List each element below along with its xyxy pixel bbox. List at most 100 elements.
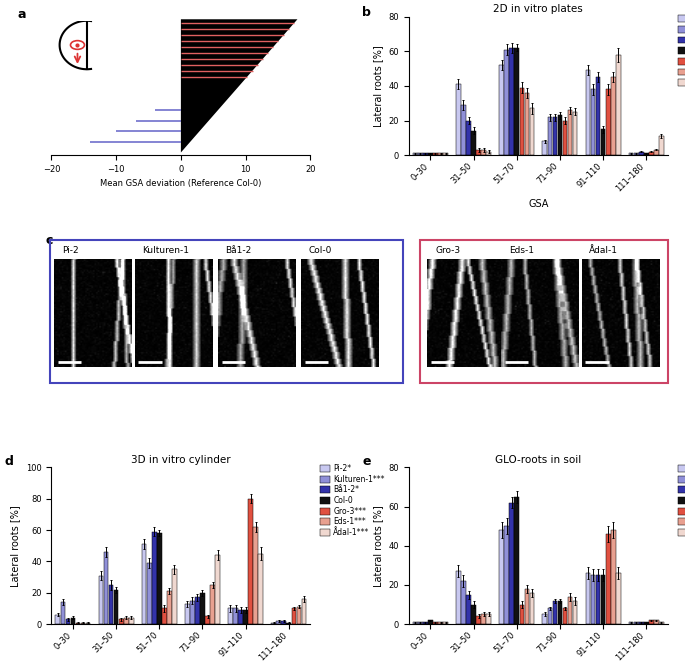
Bar — [60, 602, 65, 624]
Title: GLO-roots in soil: GLO-roots in soil — [495, 455, 582, 465]
Bar — [228, 608, 233, 624]
Text: Bå1-2: Bå1-2 — [225, 246, 252, 255]
Bar — [471, 604, 476, 624]
Title: 2D in vitro plates: 2D in vitro plates — [493, 5, 583, 15]
Text: a: a — [18, 8, 26, 21]
Bar — [433, 622, 438, 624]
Bar — [573, 601, 577, 624]
Bar — [215, 555, 220, 624]
Bar — [103, 552, 108, 624]
Bar — [553, 117, 557, 155]
Title: 3D in vitro cylinder: 3D in vitro cylinder — [131, 455, 231, 465]
Bar — [482, 150, 486, 155]
Bar — [519, 88, 524, 155]
Bar — [423, 622, 427, 624]
Bar — [55, 615, 60, 624]
Bar — [114, 590, 119, 624]
Bar — [649, 620, 653, 624]
Bar — [109, 585, 114, 624]
Bar — [81, 623, 86, 624]
Bar — [258, 554, 263, 624]
Bar — [547, 117, 552, 155]
Bar — [456, 571, 461, 624]
Bar — [172, 569, 177, 624]
Bar — [185, 604, 190, 624]
Bar — [525, 93, 530, 155]
Bar — [601, 575, 606, 624]
Legend: Pi-2*, Kulturen-1*, Bå1-2*, Col-0, Gro-3***, Eds-1***, Ådal-1***: Pi-2*, Kulturen-1*, Bå1-2*, Col-0, Gro-3… — [677, 13, 685, 88]
Bar — [438, 153, 443, 155]
Bar — [438, 622, 443, 624]
Bar — [461, 581, 466, 624]
X-axis label: Mean GSA deviation (Reference Col-0): Mean GSA deviation (Reference Col-0) — [100, 179, 262, 189]
Bar — [238, 610, 243, 624]
Text: c: c — [45, 234, 53, 246]
Bar — [157, 533, 162, 624]
Bar — [271, 623, 276, 624]
Bar — [616, 54, 621, 155]
Bar — [119, 620, 123, 624]
Bar — [167, 591, 172, 624]
Y-axis label: Lateral roots [%]: Lateral roots [%] — [373, 505, 383, 586]
Bar — [456, 84, 461, 155]
Bar — [586, 573, 590, 624]
Bar — [649, 151, 653, 155]
Bar — [596, 77, 600, 155]
Bar — [634, 153, 638, 155]
Bar — [162, 608, 166, 624]
Bar — [292, 608, 296, 624]
Bar — [190, 601, 195, 624]
Bar — [586, 70, 590, 155]
Bar — [659, 622, 664, 624]
Y-axis label: Lateral roots [%]: Lateral roots [%] — [373, 45, 383, 127]
Text: Gro-3: Gro-3 — [435, 246, 460, 255]
Bar — [530, 108, 534, 155]
Text: Eds-1: Eds-1 — [509, 246, 534, 255]
Bar — [590, 575, 595, 624]
Bar — [530, 593, 534, 624]
Bar — [606, 90, 610, 155]
Bar — [568, 597, 573, 624]
Bar — [654, 150, 659, 155]
Bar — [504, 526, 509, 624]
Bar — [659, 136, 664, 155]
Bar — [606, 534, 610, 624]
Bar — [147, 563, 151, 624]
Bar — [71, 618, 75, 624]
Bar — [86, 623, 90, 624]
Bar — [428, 153, 433, 155]
Bar — [639, 622, 644, 624]
Bar — [499, 530, 504, 624]
Bar — [471, 131, 476, 155]
Bar — [249, 499, 253, 624]
Bar — [124, 618, 129, 624]
Text: Kulturen-1: Kulturen-1 — [142, 246, 189, 255]
Bar — [514, 48, 519, 155]
Text: d: d — [5, 455, 14, 467]
Bar — [413, 622, 418, 624]
Text: b: b — [362, 5, 371, 19]
Bar — [634, 622, 638, 624]
Bar — [629, 622, 634, 624]
Bar — [510, 503, 514, 624]
Bar — [482, 614, 486, 624]
Bar — [553, 601, 557, 624]
Bar — [210, 585, 215, 624]
Bar — [596, 575, 600, 624]
X-axis label: GSA: GSA — [528, 199, 549, 208]
Bar — [601, 129, 606, 155]
Bar — [644, 622, 649, 624]
Bar — [413, 153, 418, 155]
Bar — [243, 610, 248, 624]
Bar — [466, 595, 471, 624]
Bar — [547, 608, 552, 624]
Bar — [611, 530, 616, 624]
Bar — [504, 50, 509, 155]
Text: Col-0: Col-0 — [309, 246, 332, 255]
Bar — [499, 65, 504, 155]
Text: Pi-2: Pi-2 — [62, 246, 79, 255]
Bar — [543, 614, 547, 624]
Bar — [476, 616, 481, 624]
Bar — [297, 607, 301, 624]
Text: Ådal-1: Ådal-1 — [589, 246, 619, 255]
